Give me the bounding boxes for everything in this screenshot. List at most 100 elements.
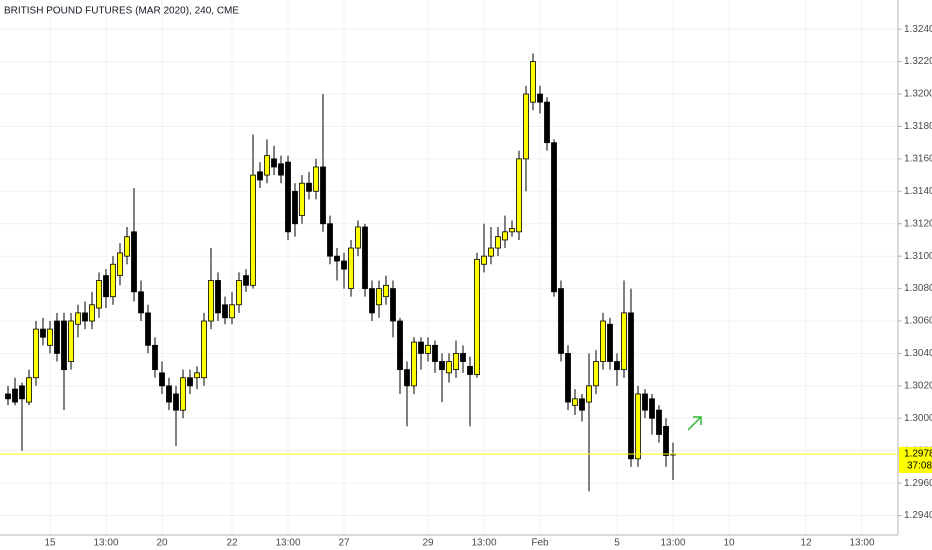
candle-body: [222, 304, 228, 319]
candle-body: [159, 372, 165, 387]
candle-body: [194, 372, 200, 379]
candle-body: [383, 284, 389, 298]
grid: [0, 0, 898, 535]
candle-body: [411, 341, 417, 387]
y-tick-label: 1.3020: [904, 380, 932, 391]
candle-body: [236, 280, 242, 306]
candle-body: [89, 304, 95, 322]
candle-body: [138, 291, 144, 314]
candle-body: [558, 288, 564, 354]
candle-body: [495, 236, 501, 249]
candle-body: [110, 263, 116, 298]
last-price-box: [899, 446, 932, 473]
candle-body: [635, 393, 641, 460]
candle-body: [187, 377, 193, 387]
candle-body: [201, 320, 207, 379]
candle-body: [642, 393, 648, 411]
chart-title: BRITISH POUND FUTURES (MAR 2020), 240, C…: [4, 6, 239, 17]
x-tick-label: 15: [44, 538, 56, 549]
x-tick-label: 20: [156, 538, 168, 549]
candle-body: [523, 93, 529, 160]
candle-body: [516, 158, 522, 233]
candle-body: [544, 101, 550, 144]
candle-body: [439, 361, 445, 371]
x-tick-label: 13:00: [660, 538, 685, 549]
y-tick-label: 1.3160: [904, 154, 932, 165]
candle-body: [502, 231, 508, 241]
y-tick-label: 1.3040: [904, 348, 932, 359]
candle-body: [362, 226, 368, 289]
candle-body: [425, 344, 431, 354]
x-tick-label: 10: [723, 538, 735, 549]
candle-body: [131, 231, 137, 293]
candle-body: [166, 385, 172, 403]
candle-body: [656, 409, 662, 435]
y-tick-label: 1.3200: [904, 89, 932, 100]
candle-body: [446, 361, 452, 374]
candle-body: [26, 377, 32, 403]
candle-body: [19, 385, 25, 400]
candle-body: [180, 377, 186, 411]
candle-body: [565, 353, 571, 403]
candle-body: [614, 361, 620, 371]
candle-body: [243, 275, 249, 286]
y-tick-label: 1.3120: [904, 218, 932, 229]
y-tick-label: 1.3220: [904, 56, 932, 67]
candle-body: [509, 228, 515, 233]
candle-body: [467, 365, 473, 375]
candle-body: [663, 425, 669, 456]
candle-body: [54, 320, 60, 354]
candle-body: [453, 353, 459, 371]
candle-body: [579, 398, 585, 411]
candle-body: [397, 320, 403, 371]
x-tick-label: 13:00: [849, 538, 874, 549]
candle-body: [40, 328, 46, 338]
y-tick-label: 1.3000: [904, 413, 932, 424]
x-tick-label: 5: [614, 538, 620, 549]
candle-body: [68, 320, 74, 362]
candles: [0, 53, 898, 492]
candle-body: [376, 288, 382, 306]
candle-body: [390, 288, 396, 322]
candle-body: [75, 312, 81, 325]
x-tick-label: 13:00: [93, 538, 118, 549]
candle-body: [264, 155, 270, 176]
candle-body: [586, 385, 592, 403]
candle-body: [369, 288, 375, 314]
x-tick-label: 12: [800, 538, 812, 549]
candle-body: [278, 163, 284, 176]
candle-body: [320, 166, 326, 225]
x-tick-label: 22: [226, 538, 238, 549]
candle-body: [432, 344, 438, 362]
candle-body: [229, 304, 235, 319]
last-price-label: 1.2978: [904, 449, 932, 460]
candle-body: [285, 161, 291, 233]
candle-body: [103, 275, 109, 298]
candle-body: [173, 393, 179, 411]
candle-body: [257, 171, 263, 181]
x-tick-label: 13:00: [471, 538, 496, 549]
x-tick-label: 13:00: [275, 538, 300, 549]
y-tick-label: 1.3240: [904, 24, 932, 35]
candle-body: [152, 344, 158, 371]
candle-body: [474, 258, 480, 375]
candle-body: [488, 247, 494, 257]
candle-body: [607, 323, 613, 362]
candle-body: [628, 312, 634, 460]
candle-body: [341, 260, 347, 270]
candle-body: [313, 166, 319, 192]
candle-body: [96, 280, 102, 309]
candle-body: [593, 361, 599, 387]
y-tick-label: 1.3080: [904, 283, 932, 294]
candle-body: [621, 312, 627, 371]
x-tick-label: Feb: [531, 538, 549, 549]
y-tick-label: 1.3180: [904, 121, 932, 132]
candle-body: [12, 388, 18, 403]
candle-body: [33, 328, 39, 379]
candle-body: [537, 93, 543, 103]
candle-body: [47, 328, 53, 346]
x-tick-label: 27: [338, 538, 350, 549]
candle-body: [124, 236, 130, 257]
